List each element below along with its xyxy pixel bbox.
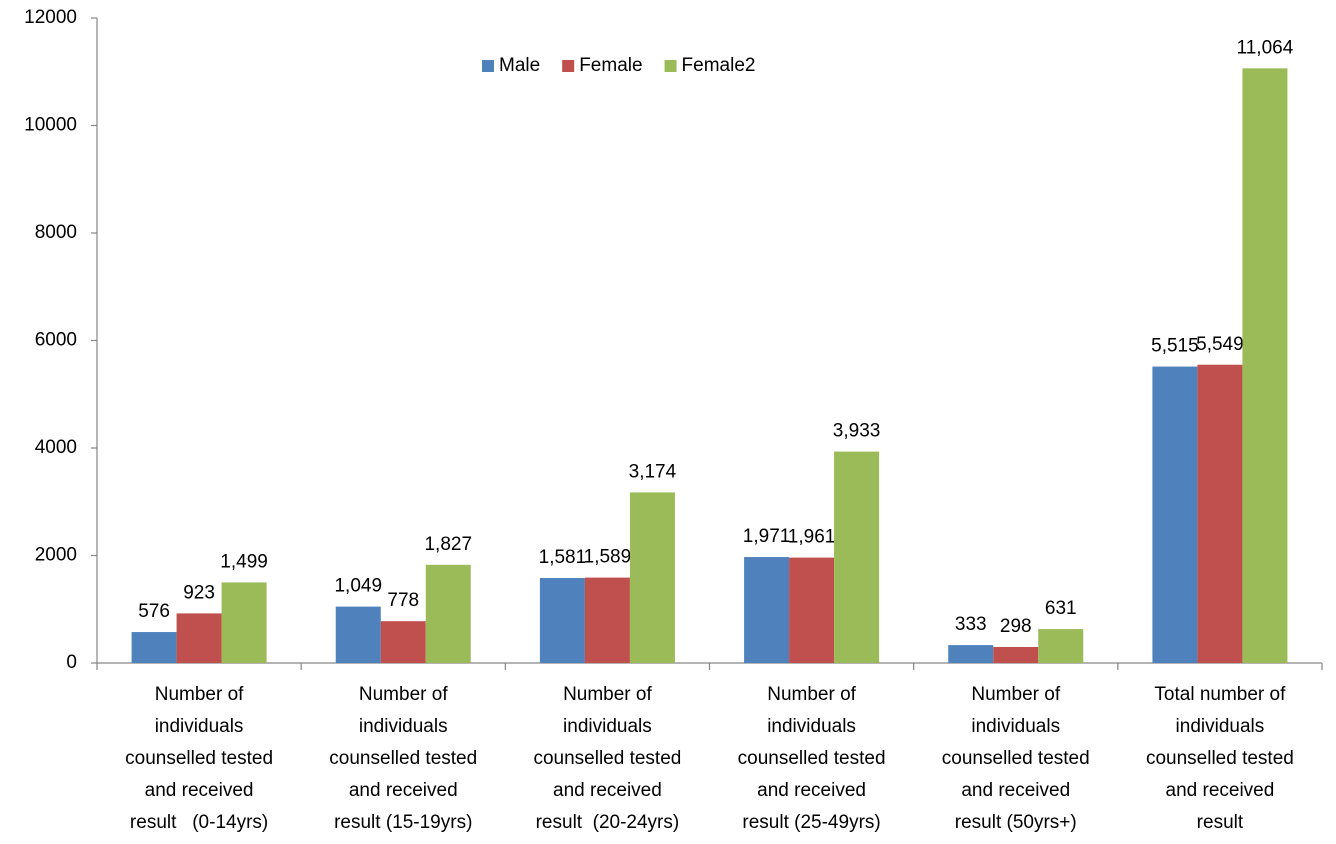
legend-label: Female2	[682, 55, 756, 76]
x-tick-label: and received	[553, 780, 662, 801]
x-tick-label: result (25-49yrs)	[742, 812, 880, 833]
data-label: 1,827	[424, 534, 472, 555]
x-tick-label: counselled tested	[738, 748, 886, 769]
y-tick-label: 6000	[35, 330, 77, 351]
x-tick-label: Number of	[155, 684, 244, 705]
x-tick-label: Number of	[563, 684, 652, 705]
x-tick-label: Number of	[971, 684, 1060, 705]
bar	[1152, 366, 1198, 663]
y-tick-label: 2000	[35, 545, 77, 566]
data-label: 576	[138, 601, 170, 622]
bar	[335, 606, 381, 663]
legend-label: Male	[499, 55, 540, 76]
data-label: 1,961	[788, 527, 836, 548]
x-tick-label: result (15-19yrs)	[334, 812, 472, 833]
bar	[221, 582, 267, 663]
bar	[1242, 68, 1288, 663]
bar	[380, 621, 426, 663]
bar	[789, 557, 835, 663]
legend-swatch	[562, 60, 575, 72]
data-label: 1,499	[220, 551, 268, 572]
y-tick-label: 8000	[35, 222, 77, 243]
x-tick-label: Number of	[767, 684, 856, 705]
bar	[131, 632, 177, 663]
bar	[584, 577, 630, 663]
x-tick-label: individuals	[563, 716, 652, 737]
data-label: 5,515	[1151, 336, 1199, 357]
y-tick-label: 0	[66, 652, 77, 673]
x-tick-label: Number of	[359, 684, 448, 705]
x-tick-label: and received	[145, 780, 254, 801]
x-tick-label: counselled tested	[942, 748, 1090, 769]
x-tick-label: individuals	[359, 716, 448, 737]
legend-swatch	[664, 60, 677, 72]
legend-label: Female	[579, 55, 642, 76]
legend-swatch	[482, 60, 494, 72]
y-tick-label: 12000	[24, 7, 77, 28]
bar	[425, 564, 471, 663]
bar	[629, 492, 675, 663]
x-tick-label: and received	[757, 780, 866, 801]
bar	[1197, 364, 1243, 663]
y-tick-label: 10000	[24, 115, 77, 136]
x-tick-label: result (50yrs+)	[955, 812, 1077, 833]
x-tick-label: individuals	[155, 716, 244, 737]
x-tick-label: counselled tested	[329, 748, 477, 769]
x-tick-label: result (0-14yrs)	[130, 812, 268, 833]
x-tick-label: counselled tested	[1146, 748, 1294, 769]
x-tick-label: individuals	[971, 716, 1060, 737]
data-label: 1,581	[539, 547, 587, 568]
bar	[744, 557, 790, 663]
bar	[834, 451, 880, 663]
data-label: 1,971	[743, 526, 791, 547]
bar	[1038, 629, 1084, 663]
x-tick-label: Total number of	[1154, 684, 1286, 705]
data-label: 631	[1045, 598, 1077, 619]
data-label: 1,589	[584, 547, 632, 568]
x-tick-label: counselled tested	[125, 748, 273, 769]
data-label: 1,049	[334, 576, 382, 597]
data-label: 923	[183, 582, 215, 603]
data-label: 333	[955, 614, 987, 635]
data-label: 298	[1000, 616, 1032, 637]
data-label: 3,174	[629, 461, 677, 482]
x-tick-label: and received	[349, 780, 458, 801]
x-tick-label: result (20-24yrs)	[536, 812, 680, 833]
bar	[993, 646, 1039, 663]
bar	[539, 578, 585, 663]
y-tick-label: 4000	[35, 437, 77, 458]
data-label: 5,549	[1196, 334, 1244, 355]
data-label: 3,933	[833, 421, 881, 442]
x-tick-label: result	[1197, 812, 1244, 833]
x-tick-label: and received	[961, 780, 1070, 801]
x-tick-label: and received	[1166, 780, 1275, 801]
bar	[948, 645, 994, 663]
data-label: 778	[387, 590, 419, 611]
bar	[176, 613, 222, 663]
data-label: 11,064	[1237, 37, 1294, 58]
x-tick-label: counselled tested	[533, 748, 681, 769]
x-tick-label: individuals	[767, 716, 856, 737]
x-tick-label: individuals	[1176, 716, 1265, 737]
